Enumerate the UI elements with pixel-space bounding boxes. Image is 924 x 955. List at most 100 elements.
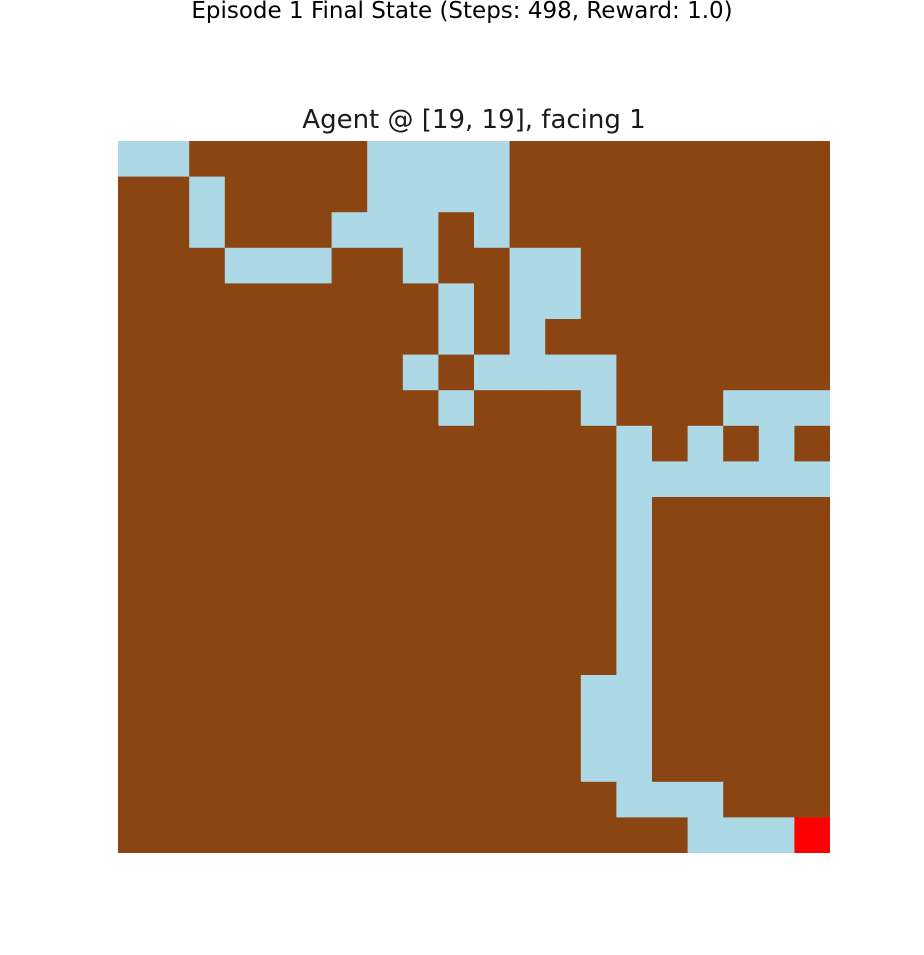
- floor-cell: [723, 639, 760, 676]
- floor-cell: [580, 461, 617, 498]
- floor-cell: [580, 817, 617, 853]
- floor-cell: [331, 497, 368, 533]
- floor-cell: [509, 461, 546, 498]
- floor-cell: [723, 675, 760, 711]
- floor-cell: [509, 603, 546, 640]
- floor-cell: [260, 497, 297, 533]
- floor-cell: [758, 639, 795, 676]
- visited-cell: [580, 710, 617, 747]
- floor-cell: [224, 283, 261, 320]
- floor-cell: [723, 497, 760, 533]
- floor-cell: [296, 319, 332, 355]
- visited-cell: [474, 354, 510, 391]
- floor-cell: [580, 639, 617, 676]
- visited-cell: [687, 817, 724, 853]
- floor-cell: [509, 425, 546, 462]
- floor-cell: [545, 212, 582, 249]
- floor-cell: [367, 425, 404, 462]
- floor-cell: [260, 354, 297, 391]
- floor-cell: [509, 568, 546, 605]
- floor-cell: [545, 639, 582, 676]
- visited-cell: [438, 176, 475, 213]
- floor-cell: [474, 746, 510, 783]
- visited-cell: [224, 247, 261, 284]
- floor-cell: [224, 425, 261, 462]
- floor-cell: [367, 283, 404, 320]
- visited-cell: [616, 461, 653, 498]
- floor-cell: [545, 425, 582, 462]
- floor-cell: [687, 283, 724, 320]
- floor-cell: [224, 532, 261, 569]
- floor-cell: [224, 568, 261, 605]
- floor-cell: [758, 568, 795, 605]
- floor-cell: [794, 532, 830, 569]
- floor-cell: [402, 817, 439, 853]
- visited-cell: [545, 283, 582, 320]
- floor-cell: [545, 176, 582, 213]
- floor-cell: [331, 141, 368, 177]
- visited-cell: [616, 639, 653, 676]
- floor-cell: [438, 817, 475, 853]
- floor-cell: [652, 354, 688, 391]
- floor-cell: [580, 497, 617, 533]
- floor-cell: [189, 497, 226, 533]
- floor-cell: [260, 746, 297, 783]
- floor-cell: [438, 461, 475, 498]
- floor-cell: [723, 568, 760, 605]
- floor-cell: [545, 497, 582, 533]
- floor-cell: [153, 675, 190, 711]
- floor-cell: [189, 425, 226, 462]
- floor-cell: [723, 710, 760, 747]
- floor-cell: [794, 319, 830, 355]
- floor-cell: [580, 176, 617, 213]
- floor-cell: [367, 710, 404, 747]
- floor-cell: [189, 390, 226, 427]
- floor-cell: [224, 390, 261, 427]
- floor-cell: [687, 603, 724, 640]
- visited-cell: [296, 247, 332, 284]
- floor-cell: [367, 675, 404, 711]
- floor-cell: [758, 247, 795, 284]
- floor-cell: [260, 532, 297, 569]
- floor-cell: [402, 461, 439, 498]
- floor-cell: [652, 212, 688, 249]
- floor-cell: [758, 710, 795, 747]
- floor-cell: [687, 390, 724, 427]
- floor-cell: [224, 603, 261, 640]
- floor-cell: [331, 639, 368, 676]
- floor-cell: [438, 212, 475, 249]
- floor-cell: [296, 354, 332, 391]
- floor-cell: [118, 425, 154, 462]
- floor-cell: [331, 568, 368, 605]
- visited-cell: [758, 390, 795, 427]
- floor-cell: [616, 176, 653, 213]
- floor-cell: [118, 390, 154, 427]
- floor-cell: [296, 212, 332, 249]
- floor-cell: [402, 710, 439, 747]
- floor-cell: [438, 746, 475, 783]
- floor-cell: [296, 283, 332, 320]
- floor-cell: [367, 319, 404, 355]
- floor-cell: [296, 710, 332, 747]
- floor-cell: [118, 461, 154, 498]
- floor-cell: [153, 319, 190, 355]
- floor-cell: [189, 603, 226, 640]
- floor-cell: [189, 141, 226, 177]
- floor-cell: [545, 461, 582, 498]
- visited-cell: [189, 176, 226, 213]
- floor-cell: [296, 603, 332, 640]
- floor-cell: [296, 497, 332, 533]
- floor-cell: [118, 176, 154, 213]
- floor-cell: [367, 390, 404, 427]
- visited-cell: [616, 781, 653, 818]
- floor-cell: [367, 532, 404, 569]
- floor-cell: [616, 247, 653, 284]
- floor-cell: [474, 817, 510, 853]
- floor-cell: [794, 283, 830, 320]
- floor-cell: [794, 497, 830, 533]
- floor-cell: [616, 390, 653, 427]
- floor-cell: [474, 568, 510, 605]
- floor-cell: [118, 817, 154, 853]
- floor-cell: [367, 568, 404, 605]
- floor-cell: [331, 390, 368, 427]
